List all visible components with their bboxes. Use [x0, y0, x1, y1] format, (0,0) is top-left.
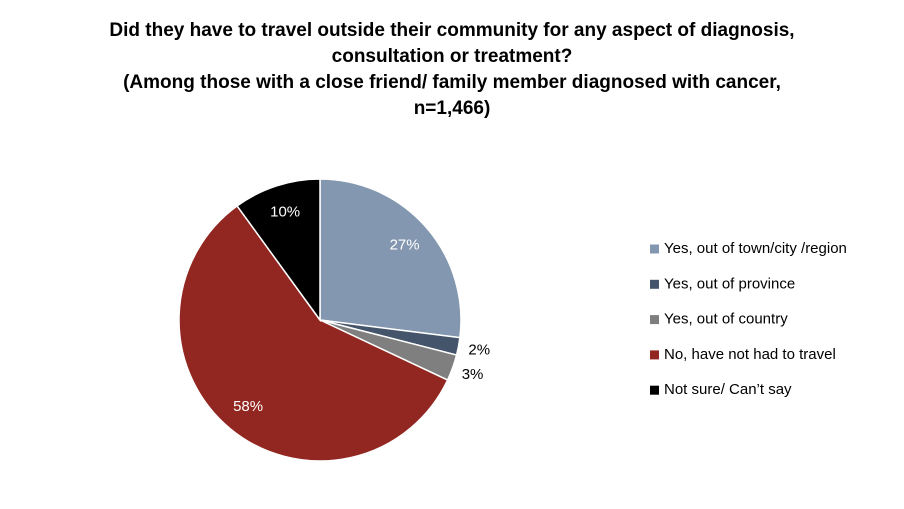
pie-slice	[236, 178, 321, 323]
pie-slice	[178, 204, 449, 462]
legend-swatch	[650, 385, 659, 395]
legend-swatch	[650, 350, 659, 360]
data-label: 2%	[468, 341, 490, 358]
legend-label: No, have not had to travel	[664, 346, 836, 363]
chart-title: Did they have to travel outside their co…	[109, 20, 795, 67]
title-block: Did they have to travel outside their co…	[102, 18, 802, 122]
legend-label: Yes, out of province	[664, 275, 795, 292]
pie-slice	[319, 178, 462, 339]
legend-label: Yes, out of town/city /region	[664, 240, 847, 257]
legend-label: Not sure/ Can’t say	[664, 381, 792, 398]
legend-swatch	[650, 315, 659, 325]
legend-label: Yes, out of country	[664, 311, 788, 328]
legend-swatch	[650, 279, 659, 289]
data-label: 3%	[462, 366, 484, 383]
data-label: 27%	[390, 236, 420, 253]
data-label: 10%	[270, 204, 300, 221]
chart-subtitle: (Among those with a close friend/ family…	[123, 72, 781, 119]
data-label: 58%	[233, 398, 263, 415]
legend-swatch	[650, 244, 659, 254]
